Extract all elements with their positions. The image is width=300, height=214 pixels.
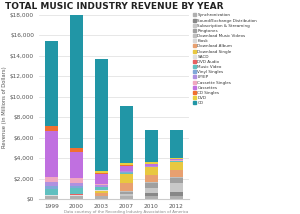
Bar (70, 196, 83, 199)
Bar (95, 191, 108, 193)
Bar (120, 192, 133, 195)
Bar (170, 170, 183, 177)
Bar (70, 14, 83, 148)
Bar (45, 182, 58, 186)
Bar (120, 171, 133, 172)
Bar (120, 174, 133, 183)
Bar (45, 177, 58, 182)
Title: TOTAL MUSIC INDUSTRY REVENUE BY YEAR: TOTAL MUSIC INDUSTRY REVENUE BY YEAR (5, 2, 223, 11)
Bar (95, 196, 108, 199)
Bar (45, 195, 58, 196)
Bar (170, 160, 183, 161)
Bar (95, 174, 108, 184)
Bar (70, 186, 83, 188)
Bar (95, 59, 108, 171)
Bar (95, 171, 108, 173)
Bar (145, 166, 158, 167)
Bar (145, 182, 158, 183)
Bar (120, 191, 133, 192)
Bar (145, 175, 158, 182)
Bar (95, 190, 108, 191)
Bar (145, 130, 158, 162)
Bar (145, 162, 158, 163)
Bar (120, 183, 133, 191)
Bar (120, 173, 133, 174)
Bar (170, 196, 183, 199)
Bar (170, 161, 183, 162)
Bar (145, 196, 158, 199)
Bar (170, 192, 183, 196)
Bar (120, 106, 133, 163)
Bar (70, 188, 83, 194)
Bar (170, 177, 183, 178)
Bar (170, 158, 183, 159)
Bar (170, 159, 183, 160)
Bar (70, 148, 83, 152)
Text: Data courtesy of the Recording Industry Association of America: Data courtesy of the Recording Industry … (64, 210, 188, 214)
Legend: Synchronization, Sound/Exchange Distribution, Subscription & Streaming, Ringtone: Synchronization, Sound/Exchange Distribu… (193, 13, 257, 105)
Bar (145, 164, 158, 166)
Bar (120, 196, 133, 199)
Bar (45, 189, 58, 195)
Bar (70, 183, 83, 186)
Bar (45, 126, 58, 131)
Bar (120, 172, 133, 173)
Bar (95, 193, 108, 196)
Bar (95, 185, 108, 187)
Bar (45, 41, 58, 126)
Bar (120, 163, 133, 165)
Bar (70, 152, 83, 178)
Bar (70, 194, 83, 195)
Bar (170, 162, 183, 170)
Bar (95, 184, 108, 185)
Bar (70, 195, 83, 196)
Bar (170, 183, 183, 192)
Bar (45, 131, 58, 177)
Bar (145, 163, 158, 164)
Bar (120, 195, 133, 196)
Bar (145, 188, 158, 193)
Bar (45, 186, 58, 189)
Bar (170, 130, 183, 158)
Bar (95, 187, 108, 190)
Bar (95, 173, 108, 174)
Y-axis label: Revenue (in Millions of Dollars): Revenue (in Millions of Dollars) (2, 66, 7, 148)
Bar (45, 196, 58, 199)
Bar (145, 168, 158, 175)
Bar (120, 165, 133, 166)
Bar (145, 193, 158, 196)
Bar (145, 183, 158, 188)
Bar (120, 166, 133, 171)
Bar (70, 178, 83, 183)
Bar (170, 178, 183, 183)
